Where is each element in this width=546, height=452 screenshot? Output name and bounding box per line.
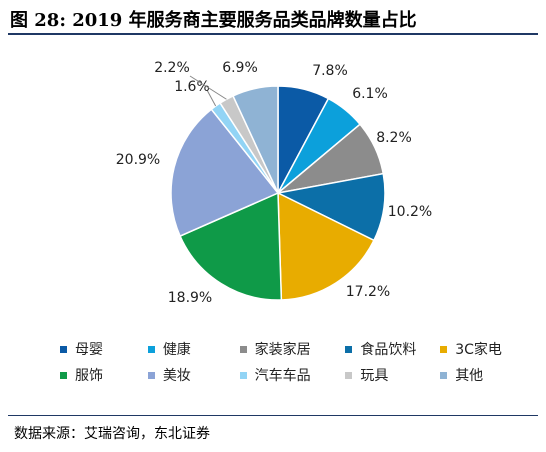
legend-swatch-9 xyxy=(345,371,353,379)
pie-slice-5 xyxy=(277,191,375,301)
legend-item-6: 服饰 xyxy=(60,365,148,385)
legend-item-9: 玩具 xyxy=(345,365,440,385)
legend-label-7: 美妆 xyxy=(162,368,191,384)
legend-label-10: 其他 xyxy=(455,368,484,384)
leader-line-9 xyxy=(189,75,227,100)
source-note: 数据来源：艾瑞咨询，东北证券 xyxy=(14,426,210,442)
source-divider xyxy=(8,415,538,416)
legend-row-2: 服饰 美妆 汽车车品 玩具 其他 xyxy=(60,362,530,388)
legend-swatch-4 xyxy=(345,345,353,353)
legend-swatch-7 xyxy=(147,371,155,379)
legend-swatch-2 xyxy=(147,345,155,353)
legend-label-4: 食品饮料 xyxy=(360,342,417,358)
legend-label-5: 3C家电 xyxy=(455,342,502,358)
legend-item-2: 健康 xyxy=(147,339,240,359)
legend-swatch-3 xyxy=(239,345,247,353)
legend-label-1: 母婴 xyxy=(75,342,103,358)
legend-label-8: 汽车车品 xyxy=(254,368,311,384)
chart-title: 图 28: 2019 年服务商主要服务品类品牌数量占比 xyxy=(10,10,417,31)
legend-label-6: 服饰 xyxy=(75,368,103,384)
data-label-1: 7.8% xyxy=(312,63,348,79)
legend-swatch-1 xyxy=(60,345,67,353)
legend-item-8: 汽车车品 xyxy=(239,365,346,385)
title-underline xyxy=(8,33,538,35)
data-label-6: 18.9% xyxy=(168,290,212,306)
legend-swatch-8 xyxy=(239,371,247,379)
legend-item-3: 家装家居 xyxy=(239,339,346,359)
legend-item-10: 其他 xyxy=(440,365,530,385)
data-label-7: 20.9% xyxy=(116,152,160,168)
data-label-8: 1.6% xyxy=(174,79,210,95)
data-label-10: 6.9% xyxy=(222,60,258,76)
pie-chart: 7.8%6.1% 8.2% 10.2% 17.2% 18.9% 20.9% 1.6% 2.2%… xyxy=(116,60,432,306)
legend-item-7: 美妆 xyxy=(147,365,240,385)
pie-slice-10 xyxy=(232,85,279,194)
legend-swatch-5 xyxy=(440,345,448,353)
pie-slice-6 xyxy=(179,191,283,301)
leader-line-8 xyxy=(206,89,217,107)
data-label-4: 10.2% xyxy=(388,204,432,220)
legend-item-5: 3C家电 xyxy=(440,339,530,359)
legend-item-1: 母婴 xyxy=(60,339,148,359)
data-label-2: 6.1% xyxy=(352,86,388,102)
legend-row-1: 母婴 健康 家装家居 食品饮料 3C家电 xyxy=(60,336,530,362)
legend-item-4: 食品饮料 xyxy=(345,339,440,359)
chart-legend: 母婴 健康 家装家居 食品饮料 3C家电 服饰 美妆 汽车车品 玩具 其他 xyxy=(60,336,530,388)
data-label-5: 17.2% xyxy=(346,284,390,300)
data-label-3: 8.2% xyxy=(376,130,412,146)
legend-label-2: 健康 xyxy=(162,342,191,358)
legend-swatch-6 xyxy=(60,371,67,379)
legend-label-9: 玩具 xyxy=(360,368,389,384)
legend-label-3: 家装家居 xyxy=(254,342,311,358)
data-label-9: 2.2% xyxy=(154,60,190,76)
pie-slice-7 xyxy=(170,108,280,238)
legend-swatch-10 xyxy=(440,371,448,379)
